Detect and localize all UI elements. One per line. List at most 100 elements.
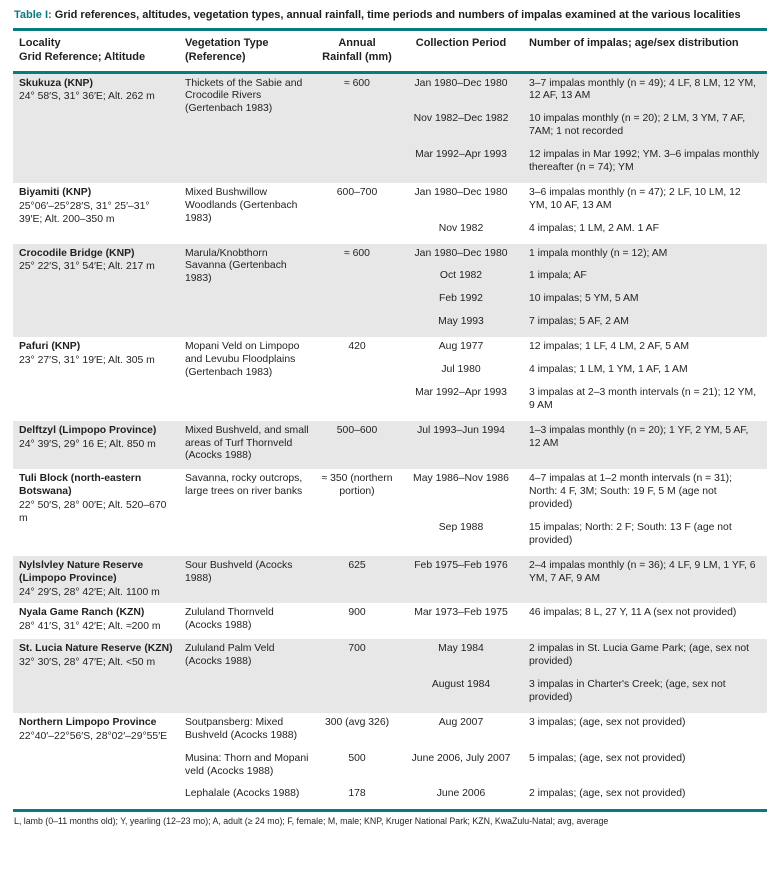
collection-period-cell: Nov 1982 — [438, 222, 484, 234]
vegetation-cell: Musina: Thorn and Mopani veld (Acocks 19… — [185, 752, 309, 777]
collection-period-cell: Oct 1982 — [439, 270, 483, 282]
collection-period-cell: Jul 1993–Jun 1994 — [417, 424, 505, 436]
locality-cell: Biyamiti (KNP) 25°06′–25°28′S, 31° 25′–31… — [13, 183, 179, 244]
collection-period-cell: Jan 1980–Dec 1980 — [414, 186, 508, 198]
rainfall-cell: ≈ 600 — [344, 247, 370, 259]
vegetation-cell: Zululand Thornveld (Acocks 1988) — [185, 607, 274, 632]
collection-entry: Feb 1992 10 impalas; 5 YM, 5 AM — [399, 289, 767, 312]
locality-cell: Delftzyl (Limpopo Province) 24° 39′S, 29°… — [13, 421, 179, 470]
collection-period-cell: Feb 1975–Feb 1976 — [414, 559, 508, 571]
col-header-rainfall: Annual Rainfall (mm) — [315, 31, 399, 70]
table-footnote: L, lamb (0–11 months old); Y, yearling (… — [13, 809, 767, 829]
collection-entries: Jan 1980–Dec 1980 1 impala monthly (n = 1… — [399, 244, 767, 336]
locality-name: Nyala Game Ranch (KZN) — [19, 607, 145, 619]
collection-entry: Aug 2007 3 impalas; (age, sex not provide… — [399, 713, 767, 736]
impalas-cell: 7 impalas; 5 AF, 2 AM — [529, 316, 629, 328]
impalas-cell: 2 impalas; (age, sex not provided) — [529, 788, 686, 800]
collection-entry: May 1984 2 impalas in St. Lucia Game Park… — [399, 639, 767, 675]
collection-period-cell: Jul 1980 — [441, 364, 481, 376]
impalas-cell: 4 impalas; 1 LM, 1 YM, 1 AF, 1 AM — [529, 364, 688, 376]
impalas-cell: 1 impala; AF — [529, 270, 587, 282]
vegetation-group: Soutpansberg: Mixed Bushveld (Acocks 198… — [179, 713, 767, 749]
col-header-vegetation-line2: (Reference) — [185, 50, 246, 63]
table-row: Nyala Game Ranch (KZN) 28° 41′S, 31° 42′E… — [13, 603, 767, 639]
locality-name: St. Lucia Nature Reserve (KZN) — [19, 643, 173, 655]
locality-grid-reference: 24° 39′S, 29° 16 E; Alt. 850 m — [19, 438, 156, 450]
locality-grid-reference: 28° 41′S, 31° 42′E; Alt. ≈200 m — [19, 621, 161, 633]
locality-name: Skukuza (KNP) — [19, 77, 93, 89]
collection-entry: Jul 1993–Jun 1994 1–3 impalas monthly (n … — [399, 421, 767, 457]
collection-entry: Mar 1992–Apr 1993 12 impalas in Mar 1992;… — [399, 145, 767, 181]
table-row: Delftzyl (Limpopo Province) 24° 39′S, 29°… — [13, 420, 767, 470]
vegetation-cell: Thickets of the Sabie and Crocodile Rive… — [185, 77, 303, 115]
collection-entry: Oct 1982 1 impala; AF — [399, 266, 767, 289]
impalas-cell: 12 impalas in Mar 1992; YM. 3–6 impalas … — [529, 149, 760, 173]
impalas-cell: 3 impalas at 2–3 month intervals (n = 21… — [529, 386, 757, 411]
collection-period-cell: May 1993 — [438, 316, 484, 328]
impalas-cell: 1 impala monthly (n = 12); AM — [529, 247, 668, 259]
locality-grid-reference: 24° 58′S, 31° 36′E; Alt. 262 m — [19, 91, 155, 103]
locality-grid-reference: 22° 50′S, 28° 00′E; Alt. 520–670 m — [19, 500, 167, 525]
impalas-cell: 46 impalas; 8 L, 27 Y, 11 A (sex not pro… — [529, 607, 737, 619]
row-groups: Savanna, rocky outcrops, large trees on … — [179, 469, 767, 555]
impalas-cell: 10 impalas monthly (n = 20); 2 LM, 3 YM,… — [529, 113, 746, 138]
collection-entry: August 1984 3 impalas in Charter's Creek;… — [399, 675, 767, 711]
table-row: Northern Limpopo Province 22°40′–22°56′S,… — [13, 713, 767, 809]
impalas-cell: 5 impalas; (age, sex not provided) — [529, 752, 686, 764]
rainfall-cell: ≈ 350 (northern portion) — [321, 473, 393, 498]
collection-entries: Aug 1977 12 impalas; 1 LF, 4 LM, 2 AF, 5 … — [399, 337, 767, 419]
locality-name: Crocodile Bridge (KNP) — [19, 247, 135, 259]
vegetation-cell: Mixed Bushveld, and small areas of Turf … — [185, 424, 309, 462]
vegetation-cell: Sour Bushveld (Acocks 1988) — [185, 559, 293, 584]
collection-period-cell: June 2006 — [436, 788, 486, 800]
collection-entries: May 1984 2 impalas in St. Lucia Game Park… — [399, 639, 767, 711]
collection-period-cell: May 1986–Nov 1986 — [413, 473, 509, 485]
rainfall-cell: 500–600 — [336, 424, 378, 436]
collection-period-cell: Mar 1973–Feb 1975 — [414, 607, 508, 619]
table-row: Biyamiti (KNP) 25°06′–25°28′S, 31° 25′–31… — [13, 183, 767, 244]
table-row: Nylslvley Nature Reserve (Limpopo Provin… — [13, 555, 767, 604]
collection-entry: Nov 1982–Dec 1982 10 impalas monthly (n =… — [399, 109, 767, 145]
table-row: Skukuza (KNP) 24° 58′S, 31° 36′E; Alt. 26… — [13, 73, 767, 183]
rainfall-cell: 500 — [348, 752, 366, 764]
locality-cell: Skukuza (KNP) 24° 58′S, 31° 36′E; Alt. 26… — [13, 74, 179, 183]
collection-period-cell: May 1984 — [438, 643, 484, 655]
table-row: Pafuri (KNP) 23° 27′S, 31° 19′E; Alt. 305… — [13, 337, 767, 421]
row-groups: Mixed Bushwillow Woodlands (Gertenbach 1… — [179, 183, 767, 244]
locality-grid-reference: 22°40′–22°56′S, 28°02′–29°55′E — [19, 730, 168, 742]
collection-entry: Jan 1980–Dec 1980 3–7 impalas monthly (n … — [399, 74, 767, 110]
collection-period-cell: Jan 1980–Dec 1980 — [414, 247, 508, 259]
table-title-label: Table I: — [14, 9, 52, 21]
rainfall-cell: 300 (avg 326) — [324, 716, 390, 728]
vegetation-cell: Zululand Palm Veld (Acocks 1988) — [185, 643, 275, 668]
collection-entry: Jan 1980–Dec 1980 1 impala monthly (n = 1… — [399, 244, 767, 267]
row-groups: Thickets of the Sabie and Crocodile Rive… — [179, 74, 767, 183]
impalas-cell: 10 impalas; 5 YM, 5 AM — [529, 293, 639, 305]
collection-entries: Jul 1993–Jun 1994 1–3 impalas monthly (n … — [399, 421, 767, 468]
collection-period-cell: Mar 1992–Apr 1993 — [415, 386, 507, 398]
rainfall-cell: 178 — [348, 788, 366, 800]
vegetation-cell: Savanna, rocky outcrops, large trees on … — [185, 473, 303, 498]
col-header-rainfall-line2: Rainfall (mm) — [322, 50, 392, 63]
collection-entry: Jul 1980 4 impalas; 1 LM, 1 YM, 1 AF, 1 A… — [399, 360, 767, 383]
collection-period-cell: June 2006, July 2007 — [411, 752, 511, 764]
collection-entry: May 1986–Nov 1986 4–7 impalas at 1–2 mont… — [399, 469, 767, 518]
impalas-cell: 3–6 impalas monthly (n = 47); 2 LF, 10 L… — [529, 186, 741, 211]
table-row: St. Lucia Nature Reserve (KZN) 32° 30′S, … — [13, 639, 767, 713]
collection-entry: Feb 1975–Feb 1976 2–4 impalas monthly (n … — [399, 556, 767, 592]
col-header-locality-line1: Locality — [19, 37, 61, 50]
collection-period-cell: Nov 1982–Dec 1982 — [413, 113, 509, 125]
col-header-locality-line2: Grid Reference; Altitude — [19, 50, 146, 63]
collection-entries: Jan 1980–Dec 1980 3–7 impalas monthly (n … — [399, 74, 767, 181]
collection-entry: Aug 1977 12 impalas; 1 LF, 4 LM, 2 AF, 5 … — [399, 337, 767, 360]
collection-entries: Jan 1980–Dec 1980 3–6 impalas monthly (n … — [399, 183, 767, 242]
table-row: Crocodile Bridge (KNP) 25° 22′S, 31° 54′E… — [13, 243, 767, 338]
rainfall-cell: 700 — [348, 643, 366, 655]
document-page: Table I: Grid references, altitudes, veg… — [13, 9, 767, 829]
row-groups: Zululand Thornveld (Acocks 1988) 900 Mar 1… — [179, 603, 767, 639]
collection-entry: Jan 1980–Dec 1980 3–6 impalas monthly (n … — [399, 183, 767, 219]
locality-cell: St. Lucia Nature Reserve (KZN) 32° 30′S, … — [13, 639, 179, 713]
vegetation-cell: Marula/Knobthorn Savanna (Gertenbach 198… — [185, 247, 287, 285]
collection-period-cell: Aug 1977 — [438, 341, 484, 353]
data-table: Locality Grid Reference; Altitude Vegeta… — [13, 28, 767, 829]
